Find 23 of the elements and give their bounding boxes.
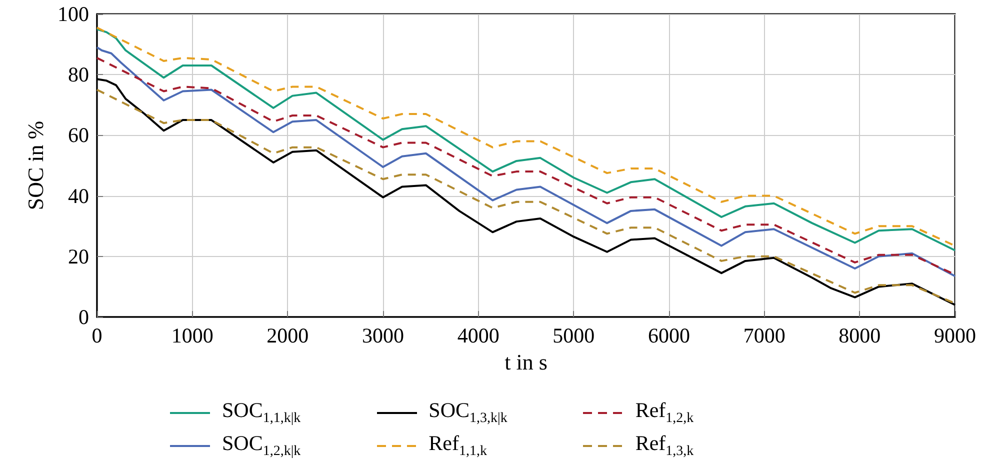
x-tick-label: 8000 bbox=[838, 324, 881, 348]
y-tick-label: 20 bbox=[68, 244, 89, 268]
x-tick-label: 2000 bbox=[266, 324, 309, 348]
legend-label: SOC$_{1,1,k|k}$ bbox=[222, 398, 301, 428]
legend-label: Ref$_{1,1,k}$ bbox=[428, 431, 487, 460]
y-tick-label: 40 bbox=[68, 184, 89, 208]
y-tick-label: 80 bbox=[68, 62, 89, 87]
legend-label: SOC$_{1,3,k|k}$ bbox=[428, 398, 508, 428]
y-tick-label: 100 bbox=[58, 2, 89, 26]
x-tick-label: 6000 bbox=[648, 324, 690, 348]
legend-label: Ref$_{1,2,k}$ bbox=[635, 398, 694, 428]
y-tick-label: 60 bbox=[68, 123, 89, 148]
x-tick-label: 7000 bbox=[743, 324, 786, 348]
x-tick-label: 3000 bbox=[362, 324, 404, 348]
y-axis-title: SOC in % bbox=[23, 120, 48, 210]
x-axis-title: t in s bbox=[504, 349, 548, 374]
legend-label: SOC$_{1,2,k|k}$ bbox=[222, 431, 301, 460]
legend-label: Ref$_{1,3,k}$ bbox=[635, 431, 694, 460]
x-tick-label: 5000 bbox=[552, 324, 595, 348]
x-tick-label: 9000 bbox=[934, 324, 976, 348]
x-tick-label: 4000 bbox=[457, 324, 500, 348]
y-tick-label: 0 bbox=[78, 305, 89, 329]
x-tick-label: 1000 bbox=[171, 324, 214, 348]
